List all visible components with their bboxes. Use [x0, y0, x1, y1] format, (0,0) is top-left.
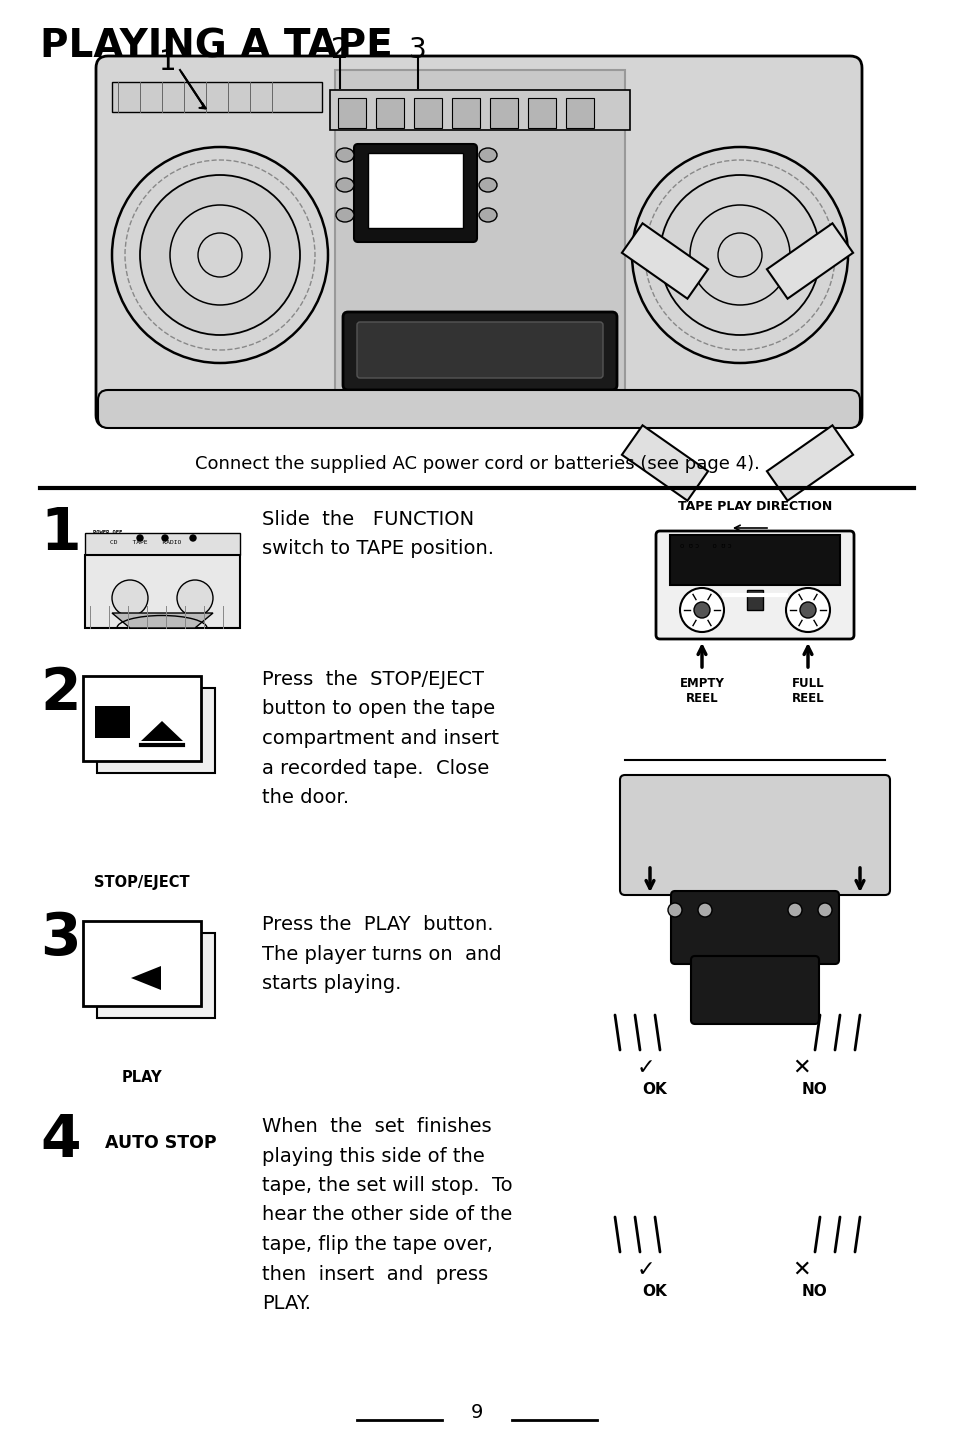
Bar [746, 590, 762, 610]
Polygon shape [621, 224, 707, 299]
Text: OK: OK [642, 1082, 667, 1097]
FancyBboxPatch shape [354, 144, 476, 243]
FancyBboxPatch shape [656, 530, 853, 639]
Bar [83, 921, 201, 1005]
Text: EMPTY
REEL: EMPTY REEL [679, 677, 723, 705]
Text: ✓: ✓ [637, 1058, 655, 1078]
Text: 9: 9 [471, 1404, 482, 1422]
FancyBboxPatch shape [670, 891, 838, 963]
FancyBboxPatch shape [343, 312, 617, 389]
Text: 1: 1 [159, 48, 176, 76]
FancyBboxPatch shape [98, 389, 859, 429]
Ellipse shape [478, 148, 497, 161]
Polygon shape [112, 613, 213, 628]
Circle shape [817, 902, 831, 917]
Bar [95, 706, 130, 738]
Text: 4: 4 [40, 1112, 81, 1170]
Circle shape [787, 902, 801, 917]
Text: 3: 3 [40, 910, 81, 968]
Text: ✕: ✕ [791, 1260, 810, 1280]
Circle shape [140, 174, 299, 336]
FancyBboxPatch shape [690, 956, 818, 1024]
Circle shape [693, 602, 709, 618]
Text: Connect the supplied AC power cord or batteries (see page 4).: Connect the supplied AC power cord or ba… [194, 455, 759, 474]
Bar [83, 676, 201, 761]
Text: FULL
REEL: FULL REEL [791, 677, 823, 705]
FancyBboxPatch shape [96, 57, 862, 427]
Circle shape [112, 580, 148, 616]
Circle shape [162, 535, 168, 541]
Polygon shape [766, 426, 852, 501]
Ellipse shape [335, 208, 354, 222]
Text: Press the  PLAY  button.
The player turns on  and
starts playing.: Press the PLAY button. The player turns … [262, 915, 501, 992]
Ellipse shape [478, 208, 497, 222]
Bar [97, 933, 214, 1019]
Text: ✕: ✕ [791, 1058, 810, 1078]
Ellipse shape [478, 179, 497, 192]
Text: 3: 3 [409, 36, 426, 64]
Circle shape [698, 902, 711, 917]
Bar [565, 97, 594, 128]
Text: ✓: ✓ [637, 1260, 655, 1280]
Polygon shape [766, 224, 852, 299]
Text: Slide  the   FUNCTION
switch to TAPE position.: Slide the FUNCTION switch to TAPE positi… [262, 510, 494, 558]
Bar [375, 97, 403, 128]
Bar [337, 97, 366, 128]
Text: 2: 2 [331, 36, 349, 64]
FancyBboxPatch shape [356, 323, 602, 378]
Text: STOP/EJECT: STOP/EJECT [94, 875, 190, 891]
Polygon shape [621, 426, 707, 501]
Bar [85, 555, 240, 628]
Bar [85, 533, 240, 555]
Bar [669, 535, 840, 586]
Text: 1: 1 [40, 506, 81, 562]
Circle shape [800, 602, 815, 618]
Bar [368, 153, 462, 228]
Bar [112, 81, 322, 112]
Text: 2: 2 [40, 665, 81, 722]
Bar [452, 97, 479, 128]
Text: NO: NO [801, 1082, 827, 1097]
Text: TAPE PLAY DIRECTION: TAPE PLAY DIRECTION [678, 500, 831, 513]
Circle shape [170, 205, 270, 305]
Circle shape [785, 588, 829, 632]
Text: POWER OFF: POWER OFF [92, 530, 122, 535]
Text: CD    TAPE    RADIO: CD TAPE RADIO [110, 541, 181, 545]
Text: AUTO STOP: AUTO STOP [105, 1133, 216, 1152]
Text: Press  the  STOP/EJECT
button to open the tape
compartment and insert
a recorded: Press the STOP/EJECT button to open the … [262, 670, 498, 806]
Circle shape [190, 535, 195, 541]
Bar [490, 97, 517, 128]
Ellipse shape [335, 148, 354, 161]
Circle shape [177, 580, 213, 616]
Text: PLAY: PLAY [122, 1069, 162, 1085]
Circle shape [137, 535, 143, 541]
Text: NO: NO [801, 1284, 827, 1299]
FancyBboxPatch shape [619, 774, 889, 895]
Bar [97, 689, 214, 773]
Text: OK: OK [642, 1284, 667, 1299]
Bar [414, 97, 441, 128]
Bar [527, 97, 556, 128]
Circle shape [198, 232, 242, 278]
Polygon shape [131, 966, 161, 989]
Polygon shape [141, 721, 183, 741]
Bar [335, 70, 624, 400]
Ellipse shape [335, 179, 354, 192]
Circle shape [679, 588, 723, 632]
Text: PLAYING A TAPE: PLAYING A TAPE [40, 28, 393, 65]
Text: o  ʊ ͻ      o  ʊ ͻ: o ʊ ͻ o ʊ ͻ [679, 543, 731, 549]
Bar [330, 90, 629, 129]
Text: When  the  set  finishes
playing this side of the
tape, the set will stop.  To
h: When the set finishes playing this side … [262, 1117, 512, 1314]
Circle shape [667, 902, 681, 917]
